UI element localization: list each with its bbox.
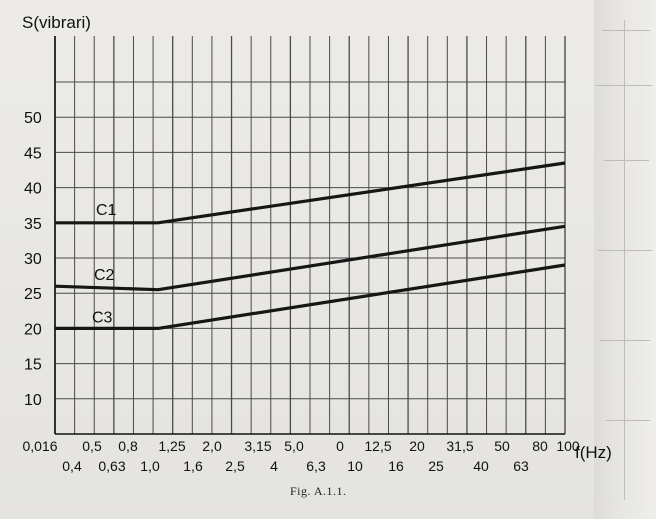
x-tick-label-upper: 0 bbox=[336, 438, 344, 454]
plot-frame bbox=[54, 36, 566, 435]
x-tick-label-upper: 3,15 bbox=[244, 438, 271, 454]
x-tick-label-lower: 0,63 bbox=[98, 458, 125, 474]
series-layer: C1 C2 C3 bbox=[54, 161, 566, 330]
grid-vertical-lines bbox=[54, 36, 566, 434]
y-tick-label: 25 bbox=[24, 286, 42, 303]
series-line-c1 bbox=[55, 161, 566, 225]
x-tick-label-lower: 0,4 bbox=[62, 458, 82, 474]
x-tick-label-lower: 25 bbox=[428, 458, 444, 474]
x-tick-label-upper: 0,8 bbox=[118, 438, 138, 454]
y-tick-label: 10 bbox=[24, 392, 42, 409]
x-tick-label-lower: 1,0 bbox=[140, 458, 160, 474]
x-tick-label-upper: 2,0 bbox=[202, 438, 222, 454]
x-tick-label-lower: 2,5 bbox=[225, 458, 245, 474]
x-tick-label-upper: 12,5 bbox=[364, 438, 391, 454]
y-tick-labels: 10 15 20 25 30 35 40 45 50 bbox=[24, 110, 42, 409]
y-tick-label: 45 bbox=[24, 145, 42, 162]
x-tick-label-lower: 40 bbox=[473, 458, 489, 474]
x-tick-label-lower: 16 bbox=[388, 458, 404, 474]
x-tick-labels-upper: 0,016 0,5 0,8 1,25 2,0 3,15 5,0 0 12,5 20 31,5 50 80… bbox=[22, 438, 579, 454]
y-tick-label: 35 bbox=[24, 216, 42, 233]
figure-caption: Fig. A.1.1. bbox=[290, 484, 347, 498]
x-tick-label-upper: 1,25 bbox=[158, 438, 185, 454]
x-tick-label-lower: 4 bbox=[270, 458, 278, 474]
x-tick-label-upper: 20 bbox=[409, 438, 425, 454]
y-tick-label: 50 bbox=[24, 110, 42, 127]
series-line-c2 bbox=[54, 224, 566, 292]
y-tick-label: 40 bbox=[24, 181, 42, 198]
x-tick-label-upper: 5,0 bbox=[284, 438, 304, 454]
series-label-c3: C3 bbox=[92, 309, 113, 326]
x-tick-label-lower: 63 bbox=[513, 458, 529, 474]
x-tick-label-upper: 31,5 bbox=[446, 438, 473, 454]
x-tick-label-lower: 1,6 bbox=[183, 458, 203, 474]
x-tick-label-upper: 100 bbox=[556, 438, 580, 454]
x-tick-label-lower: 6,3 bbox=[306, 458, 326, 474]
x-axis-label: f(Hz) bbox=[575, 443, 612, 462]
series-label-c1: C1 bbox=[96, 202, 117, 219]
series-line-c3 bbox=[55, 263, 566, 330]
x-tick-label-lower: 10 bbox=[347, 458, 363, 474]
y-tick-label: 20 bbox=[24, 321, 42, 338]
x-tick-labels-lower: 0,4 0,63 1,0 1,6 2,5 4 6,3 10 16 25 40 63 bbox=[62, 458, 529, 474]
x-tick-label-upper: 80 bbox=[532, 438, 548, 454]
y-tick-label: 15 bbox=[24, 357, 42, 374]
facing-page-bleed bbox=[594, 0, 656, 519]
x-tick-label-upper: 0,016 bbox=[22, 438, 57, 454]
series-label-c2: C2 bbox=[94, 267, 115, 284]
x-tick-label-upper: 50 bbox=[494, 438, 510, 454]
y-tick-label: 30 bbox=[24, 251, 42, 268]
y-axis-label: S(vibrari) bbox=[22, 13, 91, 32]
x-tick-label-upper: 0,5 bbox=[82, 438, 102, 454]
